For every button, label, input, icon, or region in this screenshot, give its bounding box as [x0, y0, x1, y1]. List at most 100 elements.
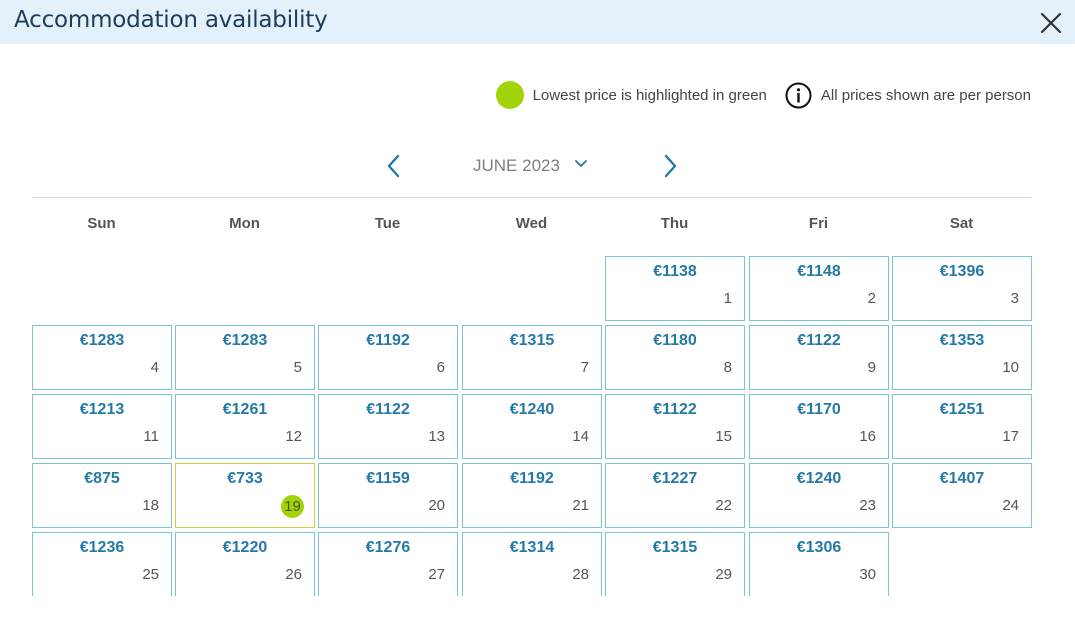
day-number: 14	[572, 428, 589, 445]
calendar-day-cell[interactable]: €1192 6	[318, 325, 458, 390]
calendar-day-cell[interactable]: €1192 21	[462, 463, 602, 528]
calendar-day-cell[interactable]: €875 18	[32, 463, 172, 528]
day-price: €1283	[79, 332, 125, 349]
day-number: 30	[859, 566, 876, 583]
day-price: €1236	[79, 539, 125, 556]
info-icon	[785, 82, 812, 108]
day-number: 11	[143, 428, 159, 445]
calendar-day-cell[interactable]: €1180 8	[605, 325, 745, 390]
calendar-day-cell[interactable]: €1276 27	[318, 532, 458, 596]
day-price: €1251	[939, 401, 985, 418]
day-number: 13	[428, 428, 445, 445]
calendar-day-cell[interactable]: €1315 29	[605, 532, 745, 596]
day-number: 9	[867, 359, 876, 376]
day-price: €1122	[366, 401, 410, 418]
calendar-day-cell[interactable]: €1170 16	[749, 394, 889, 459]
chevron-down-icon[interactable]	[574, 159, 588, 169]
day-number: 22	[715, 497, 732, 514]
calendar-day-cell[interactable]: €1122 9	[749, 325, 889, 390]
weekday-sat: Sat	[949, 215, 974, 232]
weekday-thu: Thu	[660, 215, 689, 232]
day-number: 8	[723, 359, 732, 376]
day-price: €733	[227, 470, 263, 487]
day-number: 17	[1002, 428, 1019, 445]
calendar-day-cell[interactable]: €1227 22	[605, 463, 745, 528]
calendar-day-cell[interactable]: €1283 4	[32, 325, 172, 390]
calendar-day-cell[interactable]: €1148 2	[749, 256, 889, 321]
day-number: 23	[859, 497, 876, 514]
day-price: €1276	[365, 539, 411, 556]
day-price: €1315	[652, 539, 698, 556]
day-number: 26	[285, 566, 302, 583]
calendar-day-cell[interactable]: €1251 17	[892, 394, 1032, 459]
next-month-chevron-right-icon[interactable]	[660, 152, 680, 180]
day-number: 25	[142, 566, 159, 583]
lowest-price-legend-text: Lowest price is highlighted in green	[532, 86, 767, 104]
day-number: 3	[1010, 290, 1019, 307]
calendar-day-cell[interactable]: €1353 10	[892, 325, 1032, 390]
calendar-day-cell[interactable]: €1240 14	[462, 394, 602, 459]
day-price: €1180	[653, 332, 697, 349]
calendar-day-cell[interactable]: €1213 11	[32, 394, 172, 459]
month-select[interactable]: JUNE 2023	[473, 156, 560, 175]
day-price: €1227	[652, 470, 698, 487]
price-legend: Lowest price is highlighted in green All…	[495, 81, 1031, 109]
day-price: €1192	[510, 470, 554, 487]
day-number: 5	[293, 359, 302, 376]
calendar-day-cell[interactable]: €1122 13	[318, 394, 458, 459]
weekday-sun: Sun	[87, 215, 116, 232]
day-price: €1159	[366, 470, 410, 487]
day-number: 29	[715, 566, 732, 583]
day-price: €1240	[796, 470, 842, 487]
day-price: €1192	[366, 332, 410, 349]
per-person-legend-text: All prices shown are per person	[820, 86, 1031, 104]
day-number: 21	[572, 497, 589, 514]
lowest-price-day-number: 19	[281, 495, 304, 518]
weekday-tue: Tue	[374, 215, 401, 232]
day-number: 28	[572, 566, 589, 583]
dialog-title: Accommodation availability	[14, 7, 328, 33]
calendar-day-cell[interactable]: €1159 20	[318, 463, 458, 528]
weekday-mon: Mon	[229, 215, 260, 232]
close-icon[interactable]	[1038, 10, 1064, 36]
day-price: €1122	[653, 401, 697, 418]
calendar-day-cell[interactable]: €1236 25	[32, 532, 172, 596]
weekday-wed: Wed	[515, 215, 548, 232]
day-price: €1314	[509, 539, 555, 556]
day-price: €1283	[222, 332, 268, 349]
calendar-day-cell[interactable]: €1261 12	[175, 394, 315, 459]
calendar-day-cell[interactable]: €1138 1	[605, 256, 745, 321]
calendar-day-cell[interactable]: €1314 28	[462, 532, 602, 596]
calendar-day-cell[interactable]: €1122 15	[605, 394, 745, 459]
day-price: €1396	[939, 263, 985, 280]
day-number: 6	[436, 359, 445, 376]
calendar-day-cell[interactable]: €733 19	[175, 463, 315, 528]
calendar-day-cell[interactable]: €1306 30	[749, 532, 889, 596]
day-number: 12	[285, 428, 302, 445]
day-number: 16	[859, 428, 876, 445]
month-navigation: JUNE 2023	[384, 150, 684, 182]
dialog-header: Accommodation availability	[0, 0, 1075, 44]
day-price: €1261	[222, 401, 268, 418]
day-number: 15	[715, 428, 732, 445]
day-price: €1213	[79, 401, 125, 418]
day-number: 27	[428, 566, 445, 583]
calendar-day-cell[interactable]: €1407 24	[892, 463, 1032, 528]
calendar-grid: €1138 1 €1148 2 €1396 3 €1283 4 €1283 5 €1192 6 €131…	[32, 256, 1032, 596]
previous-month-chevron-left-icon[interactable]	[384, 152, 404, 180]
calendar-day-cell[interactable]: €1240 23	[749, 463, 889, 528]
day-number: 7	[580, 359, 589, 376]
calendar-day-cell[interactable]: €1283 5	[175, 325, 315, 390]
day-price: €1353	[939, 332, 985, 349]
day-price: €1240	[509, 401, 555, 418]
day-price: €1170	[797, 401, 841, 418]
calendar-day-cell[interactable]: €1396 3	[892, 256, 1032, 321]
weekday-header-row: Sun Mon Tue Wed Thu Fri Sat	[32, 215, 1031, 237]
calendar-day-cell[interactable]: €1315 7	[462, 325, 602, 390]
day-number: 24	[1002, 497, 1019, 514]
day-price: €1122	[797, 332, 841, 349]
calendar-day-cell[interactable]: €1220 26	[175, 532, 315, 596]
day-number: 10	[1002, 359, 1019, 376]
day-price: €1148	[797, 263, 841, 280]
day-number: 1	[723, 290, 732, 307]
